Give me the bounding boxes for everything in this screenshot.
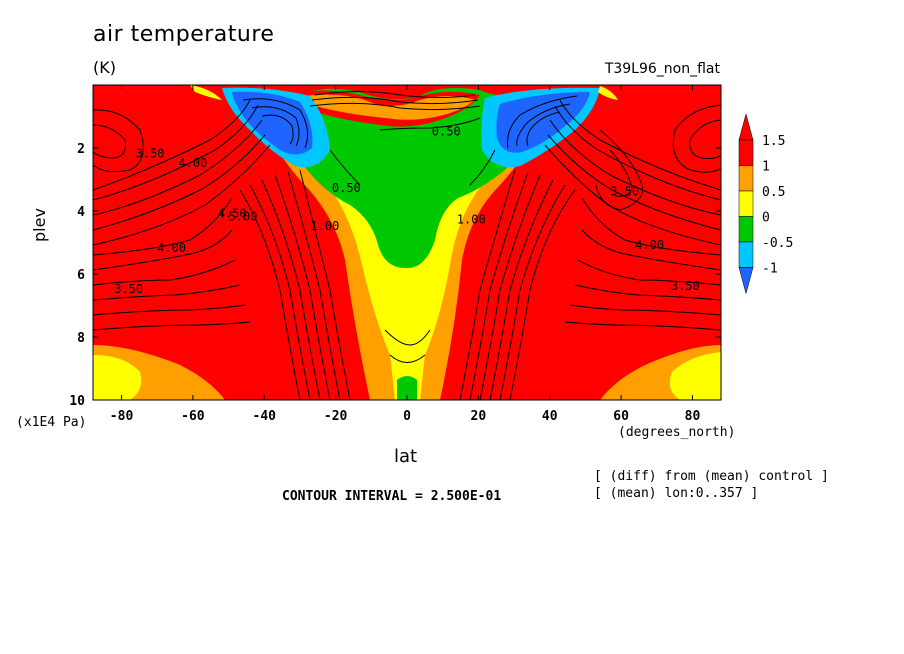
x-axis-unit: (degrees_north) <box>618 425 736 440</box>
contour-labels: 3.50 4.00 4.505.00 4.00 3.50 1.00 0.50 0.50 1.00… <box>114 124 700 296</box>
chart-units: (K) <box>93 58 116 77</box>
contour-label: 3.50 <box>671 279 700 293</box>
x-tick-label: 20 <box>471 409 487 424</box>
colorbar-arrow-bottom <box>738 267 754 295</box>
contour-label: 4.00 <box>157 241 186 255</box>
y-axis-label: plev <box>30 208 49 242</box>
region-green-bottom <box>397 376 417 400</box>
contour-label: 0.50 <box>332 181 361 195</box>
experiment-label: T39L96_non_flat <box>604 61 720 77</box>
contour-label: 3.50 <box>610 184 639 198</box>
y-axis-ticks: 2 4 6 8 10 <box>69 142 721 409</box>
filled-contour-field: 3.50 4.00 4.505.00 4.00 3.50 1.00 0.50 0.50 1.00… <box>93 85 721 400</box>
x-tick-label: 0 <box>403 409 411 424</box>
contour-label: 5.00 <box>228 209 257 223</box>
y-tick-label: 6 <box>77 268 85 283</box>
note-diff: [ (diff) from (mean) control ] <box>594 469 829 484</box>
x-tick-label: -60 <box>181 409 205 424</box>
colorbar-label: 1 <box>762 160 770 175</box>
region-blue-lobe-right <box>496 92 590 153</box>
region-yellow-se <box>669 352 721 400</box>
colorbar-label: 0.5 <box>762 185 785 200</box>
x-axis-ticks: -80 -60 -40 -20 0 20 40 60 80 <box>110 85 701 424</box>
region-green-center <box>275 85 545 269</box>
x-tick-label: 60 <box>613 409 629 424</box>
colorbar-swatch <box>738 190 754 217</box>
contour-label: 3.50 <box>136 146 165 160</box>
colorbar: 1.5 1 0.5 0 -0.5 -1 <box>738 113 793 295</box>
contour-label: 4.50 <box>218 206 247 220</box>
y-axis-unit: (x1E4 Pa) <box>16 415 87 430</box>
x-tick-label: -20 <box>324 409 348 424</box>
x-tick-label: -80 <box>110 409 134 424</box>
region-yellow-arc-left <box>190 85 222 100</box>
x-tick-label: -40 <box>253 409 277 424</box>
contour-lines <box>93 91 721 400</box>
y-tick-label: 2 <box>77 142 85 157</box>
x-tick-label: 40 <box>542 409 558 424</box>
y-tick-label: 10 <box>69 394 85 409</box>
colorbar-label: -0.5 <box>762 236 793 251</box>
y-tick-label: 8 <box>77 331 85 346</box>
colorbar-swatch <box>738 139 754 166</box>
colorbar-swatch <box>738 165 754 192</box>
contour-label: 4.00 <box>178 156 207 170</box>
colorbar-label: 1.5 <box>762 134 785 149</box>
colorbar-label: 0 <box>762 211 770 226</box>
contour-interval-text: CONTOUR INTERVAL = 2.500E-01 <box>282 489 502 504</box>
contour-label: 1.00 <box>310 219 339 233</box>
x-axis-label: lat <box>394 446 418 467</box>
region-yellow-sw <box>93 355 142 400</box>
region-yellow-arc-right <box>598 86 618 100</box>
contour-label: 3.50 <box>114 282 143 296</box>
colorbar-swatch <box>738 216 754 243</box>
colorbar-arrow-top <box>738 113 754 141</box>
contour-label: 0.50 <box>432 124 461 138</box>
region-orange-top-center <box>305 94 475 120</box>
x-tick-label: 80 <box>685 409 701 424</box>
y-tick-label: 4 <box>77 205 85 220</box>
chart-title: air temperature <box>93 22 275 47</box>
colorbar-swatch <box>738 241 754 268</box>
contour-label: 4.00 <box>635 238 664 252</box>
contour-label: 1.00 <box>457 213 486 227</box>
colorbar-label: -1 <box>762 262 778 277</box>
note-mean: [ (mean) lon:0..357 ] <box>594 486 759 501</box>
